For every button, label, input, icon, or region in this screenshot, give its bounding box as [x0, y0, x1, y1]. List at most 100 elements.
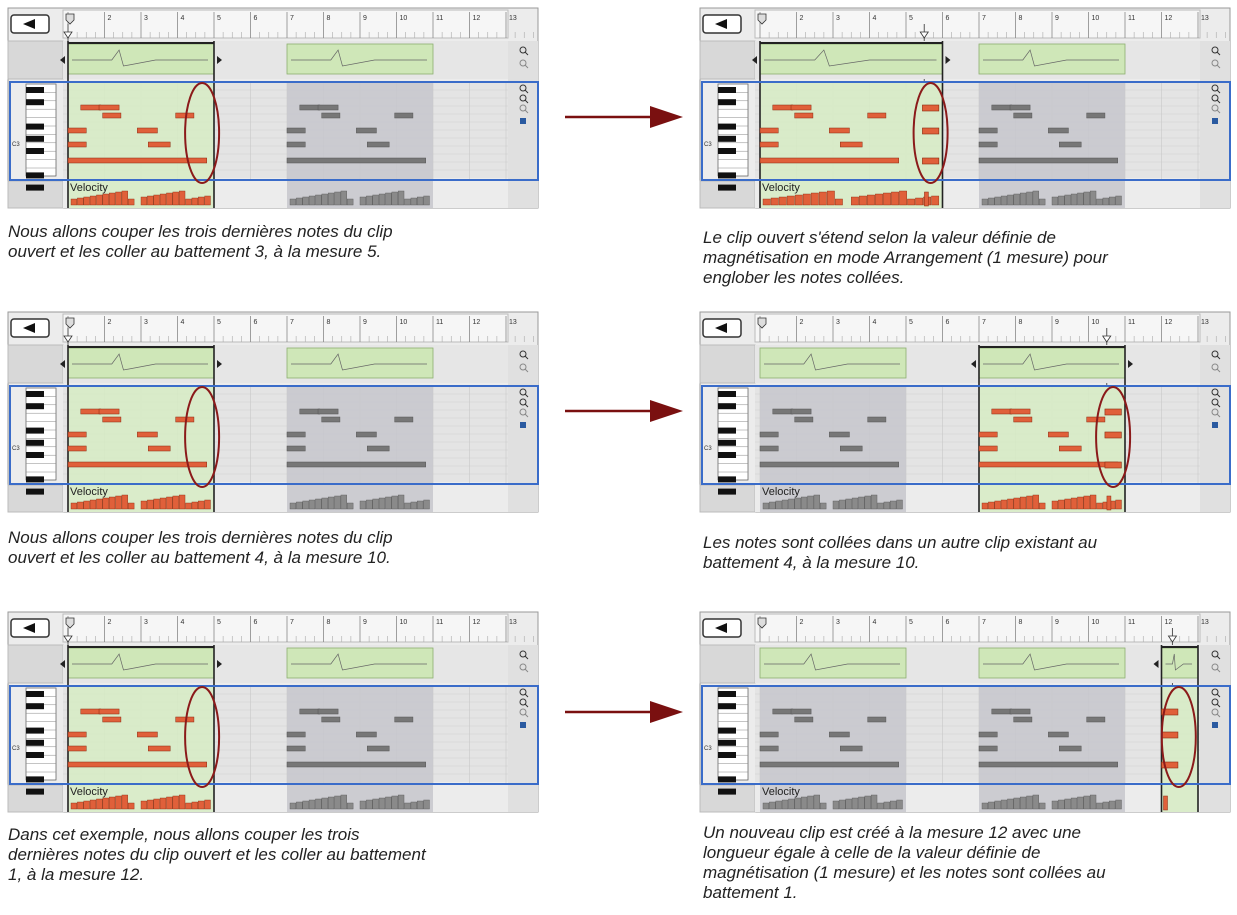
- velocity-bar[interactable]: [896, 799, 903, 810]
- velocity-bar[interactable]: [1077, 796, 1084, 810]
- pasted-velocity-bar[interactable]: [924, 191, 929, 207]
- zoom-in-icon-lens[interactable]: [519, 350, 527, 358]
- midi-note[interactable]: [1013, 416, 1033, 423]
- zoom-in-icon[interactable]: [519, 388, 529, 398]
- zoom-in-icon-lens[interactable]: [519, 650, 527, 658]
- velocity-bar[interactable]: [826, 190, 835, 206]
- midi-note[interactable]: [794, 716, 814, 723]
- midi-note[interactable]: [759, 745, 779, 752]
- velocity-bar[interactable]: [832, 800, 840, 810]
- zoom-out-icon-handle[interactable]: [524, 368, 529, 373]
- velocity-bar[interactable]: [875, 193, 883, 206]
- velocity-bar[interactable]: [813, 494, 820, 510]
- velocity-bar[interactable]: [315, 798, 322, 810]
- editor-clip-region[interactable]: [760, 386, 906, 512]
- velocity-bar[interactable]: [204, 799, 211, 810]
- velocity-bar[interactable]: [1026, 495, 1033, 510]
- black-key[interactable]: [718, 739, 736, 746]
- velocity-bar[interactable]: [839, 799, 846, 810]
- velocity-bar[interactable]: [788, 498, 795, 510]
- zoom-out-icon-handle[interactable]: [1216, 64, 1221, 69]
- midi-note[interactable]: [772, 708, 794, 715]
- velocity-bar[interactable]: [1019, 796, 1027, 810]
- velocity-bar[interactable]: [172, 795, 179, 810]
- velocity-bar[interactable]: [890, 500, 897, 510]
- velocity-bar[interactable]: [378, 193, 386, 206]
- velocity-bar[interactable]: [327, 192, 335, 206]
- velocity-bar[interactable]: [423, 195, 430, 206]
- velocity-bar[interactable]: [128, 198, 135, 206]
- velocity-bar[interactable]: [870, 494, 878, 510]
- velocity-bar[interactable]: [115, 495, 122, 510]
- zoom-in-icon-handle[interactable]: [524, 703, 529, 708]
- velocity-bar[interactable]: [147, 799, 154, 810]
- velocity-bar[interactable]: [867, 194, 875, 206]
- midi-note[interactable]: [759, 731, 779, 738]
- black-key[interactable]: [26, 184, 44, 191]
- back-arrow-icon[interactable]: [23, 323, 35, 333]
- velocity-bar[interactable]: [140, 500, 148, 510]
- velocity-bar[interactable]: [1058, 499, 1065, 510]
- midi-note[interactable]: [175, 716, 195, 723]
- black-key[interactable]: [718, 488, 736, 495]
- midi-note[interactable]: [759, 141, 779, 148]
- editor-clip-region[interactable]: [287, 686, 433, 812]
- pasted-velocity-bar[interactable]: [1106, 495, 1112, 511]
- velocity-bar[interactable]: [178, 190, 186, 206]
- midi-note[interactable]: [67, 461, 207, 468]
- velocity-bar[interactable]: [778, 196, 787, 206]
- velocity-bar[interactable]: [1039, 502, 1046, 510]
- velocity-bar[interactable]: [108, 796, 116, 810]
- velocity-bar[interactable]: [198, 196, 205, 206]
- zoom-in-icon[interactable]: [1211, 388, 1221, 398]
- velocity-bar[interactable]: [178, 494, 186, 510]
- velocity-bar[interactable]: [1077, 496, 1084, 510]
- velocity-bar[interactable]: [321, 193, 328, 206]
- midi-note[interactable]: [1009, 708, 1031, 715]
- pasted-note[interactable]: [922, 157, 940, 165]
- velocity-bar[interactable]: [397, 794, 405, 810]
- zoom-in-icon-lens[interactable]: [519, 94, 527, 102]
- velocity-bar[interactable]: [864, 495, 871, 510]
- velocity-bar[interactable]: [121, 494, 128, 510]
- velocity-bar[interactable]: [1000, 499, 1008, 510]
- velocity-bar[interactable]: [89, 195, 97, 206]
- black-key[interactable]: [26, 439, 44, 446]
- velocity-bar[interactable]: [1096, 802, 1103, 810]
- velocity-bar[interactable]: [994, 196, 1001, 206]
- velocity-bar[interactable]: [762, 502, 770, 510]
- velocity-bar[interactable]: [340, 190, 347, 206]
- velocity-bar[interactable]: [820, 502, 827, 510]
- velocity-bar[interactable]: [1089, 794, 1097, 810]
- midi-note[interactable]: [790, 708, 812, 715]
- zoom-in-icon-handle[interactable]: [524, 403, 529, 408]
- clip-left-arrow-icon[interactable]: [60, 56, 65, 64]
- midi-note[interactable]: [67, 157, 207, 164]
- editor-clip-region[interactable]: [979, 686, 1125, 812]
- zoom-out-icon-handle[interactable]: [1216, 109, 1221, 114]
- velocity-bar[interactable]: [1070, 497, 1078, 510]
- midi-note[interactable]: [148, 141, 171, 148]
- velocity-bar[interactable]: [851, 196, 859, 206]
- piano-keyboard[interactable]: [25, 387, 57, 481]
- back-arrow-icon[interactable]: [715, 19, 727, 29]
- zoom-out-icon-lens[interactable]: [519, 363, 527, 371]
- midi-note[interactable]: [317, 708, 339, 715]
- midi-note[interactable]: [840, 141, 863, 148]
- velocity-bar[interactable]: [788, 798, 795, 810]
- clip-left-arrow-icon[interactable]: [60, 360, 65, 368]
- zoom-in-icon-handle[interactable]: [1216, 355, 1221, 360]
- velocity-bar[interactable]: [1013, 193, 1020, 206]
- midi-note[interactable]: [840, 745, 863, 752]
- midi-note[interactable]: [794, 112, 814, 119]
- midi-note[interactable]: [102, 416, 122, 423]
- velocity-bar[interactable]: [296, 801, 303, 810]
- velocity-bar[interactable]: [347, 802, 354, 810]
- velocity-bar[interactable]: [839, 499, 846, 510]
- velocity-bar[interactable]: [794, 194, 803, 206]
- zoom-out-icon-handle[interactable]: [1216, 713, 1221, 718]
- velocity-bar[interactable]: [907, 198, 915, 206]
- black-key[interactable]: [26, 703, 44, 710]
- zoom-out-icon-handle[interactable]: [524, 109, 529, 114]
- velocity-bar[interactable]: [883, 501, 890, 510]
